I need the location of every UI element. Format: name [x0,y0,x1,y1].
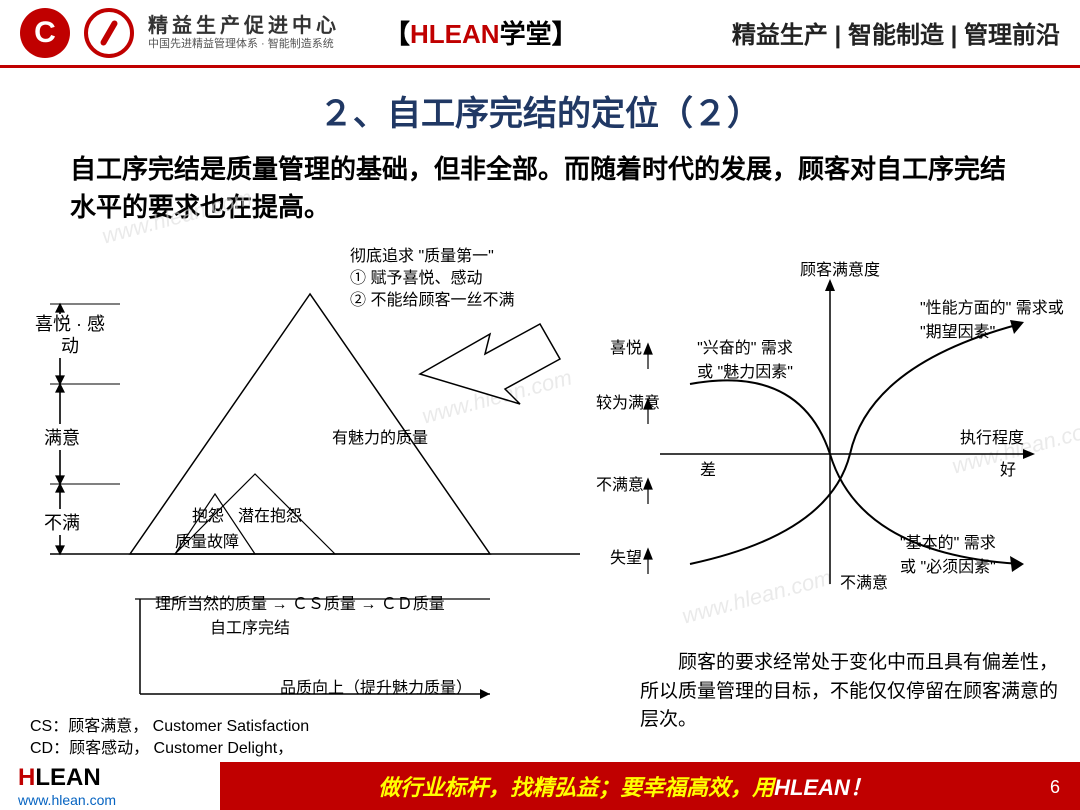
kano-x-title: 执行程度 [960,424,1024,448]
ylabel-satisfy: 满意 [44,424,80,450]
kano-y-joy: 喜悦 [610,334,642,358]
logo-c-icon: C [20,8,70,58]
org-title: 精益生产促进中心 [148,14,340,38]
org-subtitle: 中国先进精益管理体系 · 智能制造系统 [148,38,340,51]
kano-y-unsat: 不满意 [596,471,644,495]
header-bar: C 精益生产促进中心 中国先进精益管理体系 · 智能制造系统 【HLEAN学堂】… [0,0,1080,68]
slogan-a: 做行业标杆，找精弘益；要幸福高效，用 [378,770,774,802]
cd-def: CD：顾客感动， Customer Delight， [30,734,293,758]
footer-left: HLEAN www.hlean.com [0,764,220,808]
kano-bottom-label: 不满意 [840,569,888,593]
header-right: 精益生产 | 智能制造 | 管理前沿 [732,15,1060,50]
page-title: ２、自工序完结的定位（２） [0,86,1080,135]
kano-x-left: 差 [700,456,716,480]
page-number: 6 [1050,777,1060,798]
header-mid: 【HLEAN学堂】 [384,14,578,51]
kano-y-title: 顾客满意度 [800,256,880,280]
kano-x-right: 好 [1000,456,1016,480]
logo-ring-icon [84,8,134,58]
mid-red: HLEAN [410,19,500,49]
diagram-area: www.hlean.com www.hlean.com www.hlean.co… [0,234,1080,754]
toptext-0: 彻底追求 "质量第一" [350,242,494,266]
label-failure: 质量故障 [175,528,239,552]
ylabel-joy: 喜悦 · 感动 [34,314,106,357]
footer-bar: 做行业标杆，找精弘益；要幸福高效，用HLEAN！ [220,762,1080,810]
footer-brand: HLEAN [18,764,220,792]
toptext-1: ① 赋予喜悦、感动 [350,264,482,288]
kano-curve-top-right: "性能方面的" 需求或 "期望因素" [920,294,1070,342]
flow-arrow-label: 品质向上（提升魅力质量） [280,674,472,698]
flow-sub: 自工序完结 [210,614,290,638]
kano-y-sat: 较为满意 [596,389,660,413]
kano-curve-bottom: "基本的" 需求 或 "必须因素" [900,529,1050,577]
flow-text: 理所当然的质量 → ＣＳ质量 → ＣＤ质量 [155,590,445,614]
label-complaint: 抱怨 [192,502,224,526]
intro-text: 自工序完结是质量管理的基础，但非全部。而随着时代的发展，顾客对自工序完结水平的要… [0,135,1080,234]
bracket-r: 】 [552,19,578,49]
caption-text: 顾客的要求经常处于变化中而且具有偏差性，所以质量管理的目标，不能仅仅停留在顾客满… [640,649,1060,735]
ylabel-unsatisfy: 不满 [44,509,80,535]
footer: HLEAN www.hlean.com 做行业标杆，找精弘益；要幸福高效，用HL… [0,762,1080,810]
kano-curve-top: "兴奋的" 需求 或 "魅力因素" [680,334,810,382]
toptext-2: ② 不能给顾客一丝不满 [350,286,514,310]
label-latent: 潜在抱怨 [238,502,302,526]
mid-black: 学堂 [500,19,552,49]
cs-def: CS：顾客满意， Customer Satisfaction [30,712,309,736]
bracket-l: 【 [384,19,410,49]
org-block: 精益生产促进中心 中国先进精益管理体系 · 智能制造系统 [148,14,340,51]
footer-url: www.hlean.com [18,792,220,808]
brand-rest: LEAN [35,764,100,791]
slogan-b: HLEAN！ [774,770,872,802]
label-charm: 有魅力的质量 [330,424,430,448]
kano-y-despair: 失望 [610,544,642,568]
brand-h: H [18,764,35,791]
